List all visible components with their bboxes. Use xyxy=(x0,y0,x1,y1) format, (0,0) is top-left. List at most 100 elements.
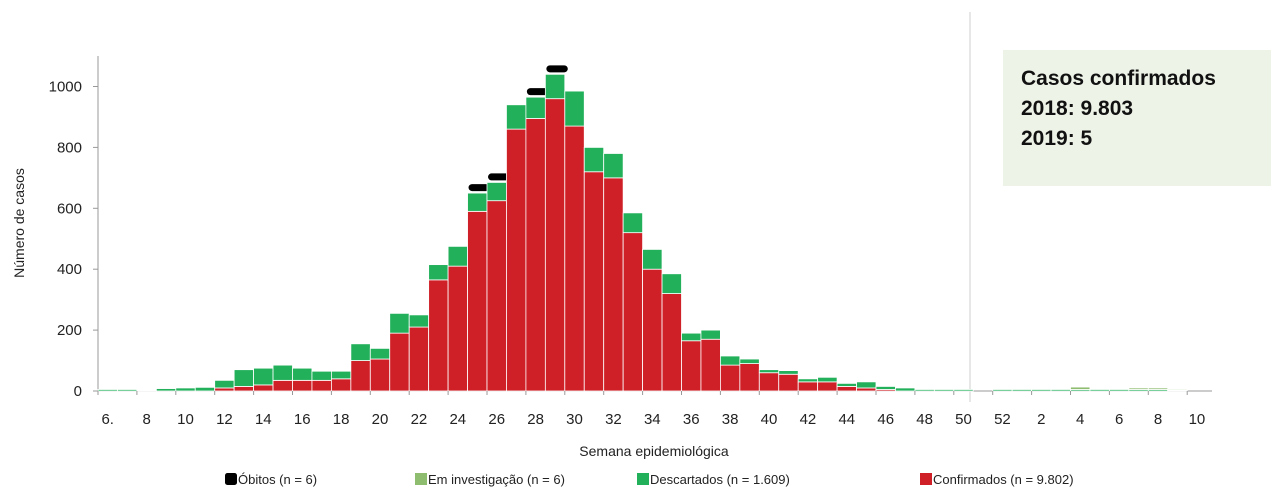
bar-descartados-week-36 xyxy=(681,332,702,342)
bar-descartados-week-12 xyxy=(214,379,235,389)
bar-descartados-week-14 xyxy=(253,367,274,386)
bar-confirmados-week-41 xyxy=(778,373,799,392)
bar-descartados-week-18 xyxy=(330,370,352,380)
bar-confirmados-week-19 xyxy=(350,360,371,392)
marker-obito-week-25 xyxy=(468,184,490,192)
bar-descartados-week-27 xyxy=(506,104,527,130)
legend-label-1: Em investigação (n = 6) xyxy=(428,472,565,487)
x-tick-label-52: 52 xyxy=(994,411,1011,428)
x-tick-label-12: 12 xyxy=(216,411,233,428)
bar-descartados-week-23 xyxy=(428,264,449,281)
x-tick-label-32: 32 xyxy=(605,411,622,428)
bar-descartados-week-19 xyxy=(350,343,371,361)
bar-confirmados-week-13 xyxy=(233,386,254,392)
bar-descartados-week-7 xyxy=(117,389,138,392)
x-tick-label-10: 10 xyxy=(177,411,194,428)
bar-investigacao-week-9 xyxy=(1167,389,1188,391)
bar-descartados-week-38 xyxy=(720,355,741,366)
bar-descartados-week-30 xyxy=(564,90,585,127)
bar-investigacao-week-7 xyxy=(1128,387,1149,390)
bar-descartados-week-17 xyxy=(311,370,332,381)
info-box-2019: 2019: 5 xyxy=(1021,127,1093,150)
bar-descartados-week-34 xyxy=(642,249,663,270)
legend-swatch-1 xyxy=(415,473,427,485)
bar-descartados-week-20 xyxy=(369,347,391,360)
bar-descartados-week-22 xyxy=(408,314,430,328)
marker-obito-week-29 xyxy=(546,65,568,73)
bar-confirmados-week-16 xyxy=(292,379,313,392)
legend-swatch-3 xyxy=(920,473,932,485)
legend-swatch-2 xyxy=(637,473,649,485)
bar-confirmados-week-24 xyxy=(447,265,468,392)
bar-descartados-week-40 xyxy=(758,369,780,374)
info-box-title: Casos confirmados xyxy=(1021,67,1216,90)
x-tick-label-20: 20 xyxy=(372,411,389,428)
bar-confirmados-week-14 xyxy=(253,384,274,392)
bar-descartados-week-28 xyxy=(525,96,546,119)
x-tick-label-46: 46 xyxy=(877,411,894,428)
x-tick-label-2: 2 xyxy=(1037,411,1045,428)
y-tick-label-0: 0 xyxy=(74,383,82,400)
bar-confirmados-week-25 xyxy=(467,210,488,392)
x-tick-label-14: 14 xyxy=(255,411,272,428)
y-tick-labels: 0 200 400 600 800 1000 xyxy=(49,79,98,400)
bar-confirmados-week-30 xyxy=(564,125,585,392)
x-tick-label-28: 28 xyxy=(527,411,544,428)
bar-descartados-week-50 xyxy=(953,389,974,392)
x-tick-label-10: 10 xyxy=(1189,411,1206,428)
x-tick-label-50: 50 xyxy=(955,411,972,428)
legend: Óbitos (n = 6) Em investigação (n = 6) Des… xyxy=(225,472,1074,487)
bar-confirmados-week-31 xyxy=(583,171,605,392)
x-tick-label-24: 24 xyxy=(449,411,466,428)
x-tick-label-44: 44 xyxy=(838,411,855,428)
bar-descartados-week-43 xyxy=(817,376,838,383)
bar-confirmados-week-15 xyxy=(272,379,293,392)
x-tick-label-38: 38 xyxy=(722,411,739,428)
bar-investigacao-week-4 xyxy=(1070,386,1091,390)
bar-confirmados-week-40 xyxy=(758,372,780,392)
bar-descartados-week-1 xyxy=(1011,389,1033,392)
bar-confirmados-week-45 xyxy=(856,387,877,392)
bar-descartados-week-9 xyxy=(155,388,177,392)
bar-descartados-week-39 xyxy=(739,358,760,364)
bar-confirmados-week-23 xyxy=(428,279,449,392)
x-tick-label-8: 8 xyxy=(142,411,150,428)
y-tick-label-200: 200 xyxy=(57,322,82,339)
bar-confirmados-week-34 xyxy=(642,268,663,392)
bar-confirmados-week-26 xyxy=(486,200,507,392)
bar-descartados-week-52 xyxy=(992,389,1013,392)
marker-obito-week-26 xyxy=(488,173,510,181)
bar-confirmados-week-42 xyxy=(797,381,819,392)
x-tick-label-22: 22 xyxy=(411,411,428,428)
bar-descartados-week-26 xyxy=(486,182,507,202)
bar-descartados-week-42 xyxy=(797,378,819,383)
bar-confirmados-week-22 xyxy=(408,326,430,392)
bar-descartados-week-11 xyxy=(194,386,216,392)
x-tick-label-36: 36 xyxy=(683,411,700,428)
bar-confirmados-week-38 xyxy=(720,364,741,392)
bar-investigacao-week-8 xyxy=(1147,387,1169,390)
bar-descartados-week-33 xyxy=(622,212,644,234)
bar-confirmados-week-20 xyxy=(369,358,391,392)
x-tick-label-40: 40 xyxy=(761,411,778,428)
bar-confirmados-week-29 xyxy=(544,98,566,392)
x-tick-label-34: 34 xyxy=(644,411,661,428)
bar-descartados-week-5 xyxy=(1089,389,1110,392)
bar-descartados-week-10 xyxy=(175,387,196,392)
y-axis-title: Número de casos xyxy=(11,168,27,278)
bar-descartados-week-47 xyxy=(895,387,916,392)
x-tick-label-18: 18 xyxy=(333,411,350,428)
marker-obito-week-28 xyxy=(526,88,549,96)
bar-descartados-week-41 xyxy=(778,370,799,375)
info-box-2018: 2018: 9.803 xyxy=(1021,97,1134,120)
bar-confirmados-week-21 xyxy=(389,332,410,392)
bar-descartados-week-24 xyxy=(447,245,468,267)
x-tick-label-8: 8 xyxy=(1154,411,1162,428)
bar-confirmados-week-39 xyxy=(739,363,760,392)
bar-confirmados-week-35 xyxy=(661,293,682,392)
legend-label-3: Confirmados (n = 9.802) xyxy=(933,472,1074,487)
bar-descartados-week-3 xyxy=(1050,389,1071,392)
bar-descartados-week-6 xyxy=(97,389,118,392)
bar-confirmados-week-18 xyxy=(330,378,352,392)
x-tick-label-6: 6 xyxy=(1115,411,1123,428)
